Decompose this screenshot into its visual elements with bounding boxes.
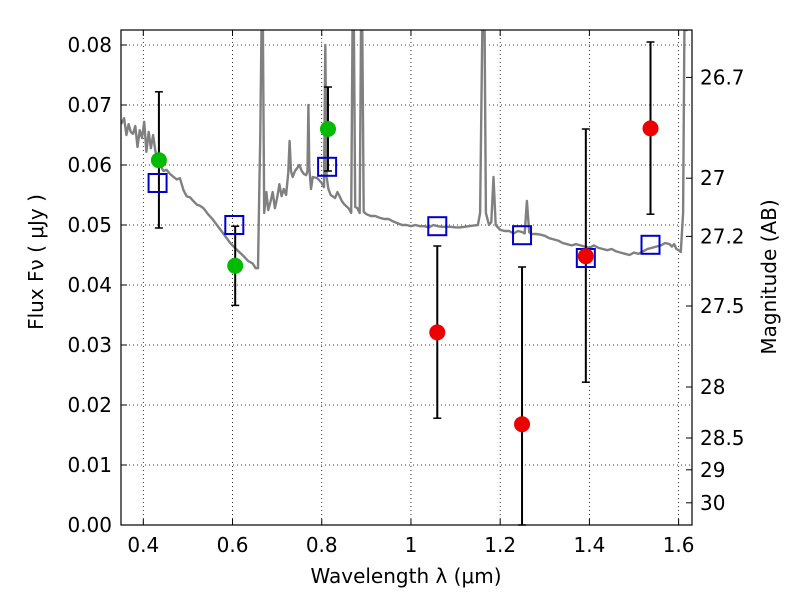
x-axis-title: Wavelength λ (μm)	[310, 564, 501, 588]
plot-series	[121, 30, 688, 270]
right-axis-tick-label: 27	[700, 166, 725, 190]
model-flux-marker	[427, 216, 448, 237]
x-tick-label: 1.2	[484, 533, 516, 557]
x-tick-label: 1.4	[573, 533, 605, 557]
y-tick-label: 0.00	[67, 513, 112, 537]
x-tick-label: 0.4	[127, 533, 159, 557]
right-axis-tick-label: 28.5	[700, 426, 745, 450]
nir-flux-point	[577, 248, 594, 265]
right-axis-tick-label: 26.7	[700, 65, 745, 89]
y-tick-label: 0.05	[67, 213, 112, 237]
y-tick-label: 0.02	[67, 393, 112, 417]
right-axis-tick-label: 27.5	[700, 294, 745, 318]
y-tick-label: 0.07	[67, 93, 112, 117]
y-tick-label: 0.01	[67, 453, 112, 477]
x-tick-label: 1.6	[663, 533, 695, 557]
y-axis-title: Flux Fν ( μJy )	[24, 194, 48, 330]
right-axis-tick-label: 27.2	[700, 224, 745, 248]
x-tick-label: 1	[405, 533, 418, 557]
optical-flux-point	[227, 257, 244, 274]
nir-flux-point	[514, 416, 531, 433]
model-flux-marker	[147, 173, 168, 193]
model-flux-marker	[224, 215, 245, 235]
markers	[147, 120, 661, 433]
model-flux-marker	[640, 234, 661, 255]
grid	[121, 30, 692, 526]
y-tick-label: 0.04	[67, 273, 112, 297]
y-tick-label: 0.03	[67, 333, 112, 357]
axes: 0.4 0.6 0.8 1 1.2 1.4 1.6 0.00 0.01 0.02 0.03 0.04 0…	[67, 30, 745, 557]
x-tick-label: 0.8	[306, 533, 338, 557]
y-tick-label: 0.08	[67, 33, 112, 57]
optical-flux-point	[150, 152, 167, 169]
y-tick-label: 0.06	[67, 153, 112, 177]
plot-frame	[120, 29, 693, 526]
model-flux-marker	[317, 156, 338, 177]
nir-flux-point	[642, 120, 659, 137]
right-axis-tick-label: 29	[700, 458, 725, 482]
right-axis-title: Magnitude (AB)	[757, 199, 781, 354]
right-axis-tick-label: 30	[700, 491, 725, 515]
optical-flux-point	[319, 121, 336, 137]
model-flux-marker	[512, 225, 533, 246]
x-tick-label: 0.6	[217, 533, 249, 557]
sed-model-line	[121, 30, 688, 270]
nir-flux-point	[429, 324, 446, 341]
right-axis-tick-label: 28	[700, 375, 725, 399]
